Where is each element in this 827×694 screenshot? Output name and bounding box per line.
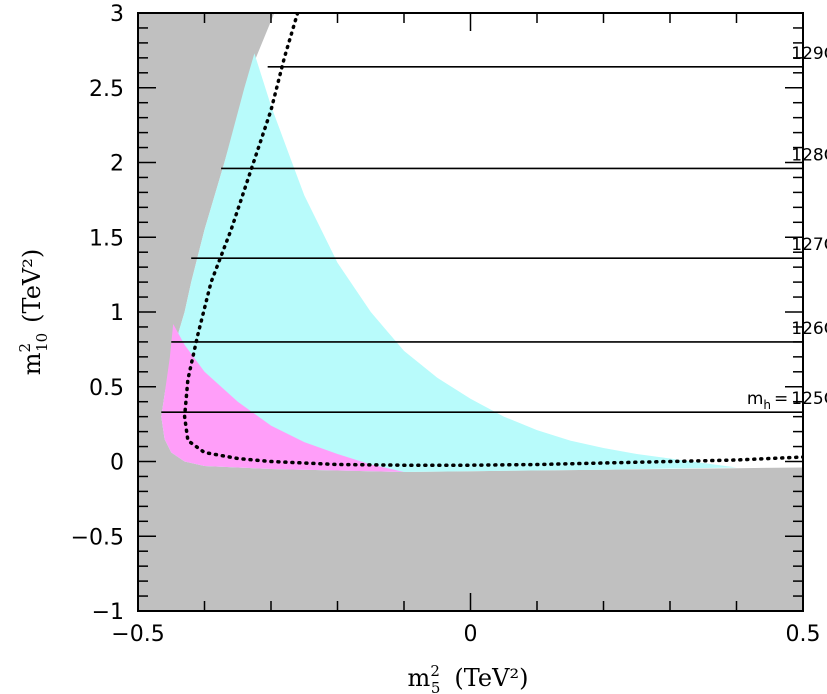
dotted-curve bbox=[182, 13, 803, 467]
plot-area bbox=[138, 13, 803, 611]
x-axis-sup: 2 bbox=[430, 662, 440, 680]
x-axis-title: m2 5 (TeV²) bbox=[408, 662, 529, 694]
y-tick-label: 1.5 bbox=[89, 226, 124, 251]
x-tick-label: 0 bbox=[464, 622, 478, 647]
y-tick-label: 1 bbox=[110, 301, 124, 326]
y-axis-base: m bbox=[18, 352, 46, 375]
higgs-mass-label: 126GeV bbox=[791, 319, 827, 339]
y-axis-sub: 10 bbox=[33, 333, 51, 352]
y-tick-label: 2 bbox=[110, 152, 124, 177]
x-tick-label: −0.5 bbox=[111, 622, 164, 647]
mh-subscript: h bbox=[763, 398, 771, 412]
y-axis-unit: (TeV²) bbox=[18, 249, 46, 323]
excluded-region bbox=[138, 13, 803, 611]
mh-value: 125GeV bbox=[791, 389, 827, 409]
mh-equals: = bbox=[774, 389, 788, 409]
y-tick-label: 0.5 bbox=[89, 376, 124, 401]
y-tick-label: 2.5 bbox=[89, 77, 124, 102]
x-tick-label: 0.5 bbox=[786, 622, 821, 647]
y-axis-sup: 2 bbox=[16, 343, 34, 353]
y-tick-label: 3 bbox=[110, 2, 124, 27]
higgs-mass-lines bbox=[161, 66, 803, 413]
y-tick-label: −1 bbox=[92, 600, 124, 625]
higgs-mass-label: mh=125GeV bbox=[747, 389, 827, 412]
higgs-mass-label: 128GeV bbox=[791, 145, 827, 165]
x-axis-unit: (TeV²) bbox=[454, 664, 528, 692]
higgs-mass-labels: 129GeV 128GeV 127GeV 126GeV mh=125GeV bbox=[747, 44, 827, 412]
x-axis-sub: 5 bbox=[431, 679, 441, 694]
higgs-mass-label: 129GeV bbox=[791, 44, 827, 64]
magenta-region bbox=[161, 324, 404, 472]
higgs-mass-label: 127GeV bbox=[791, 235, 827, 255]
y-tick-label: −0.5 bbox=[71, 525, 124, 550]
axis-ticks: −0.5 0 0.5−1−0.500.511.522.53 bbox=[71, 2, 821, 647]
y-tick-label: 0 bbox=[110, 451, 124, 476]
cyan-region bbox=[161, 53, 737, 473]
mh-symbol: m bbox=[747, 389, 764, 409]
x-axis-base: m bbox=[408, 664, 431, 692]
y-axis-title: m210 (TeV²) bbox=[16, 249, 51, 375]
